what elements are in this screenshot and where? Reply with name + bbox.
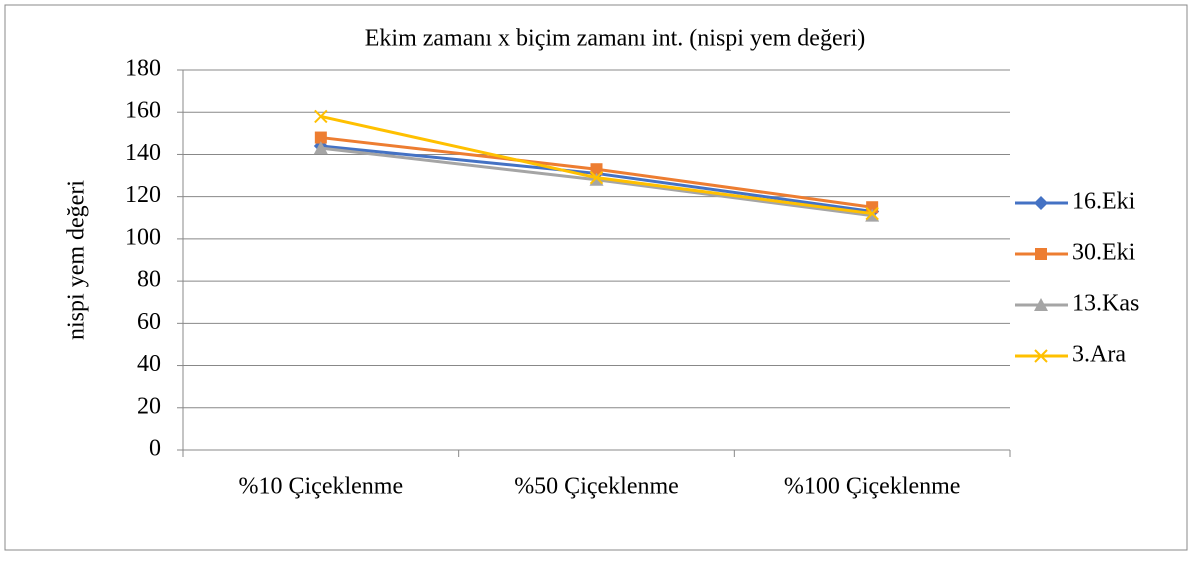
y-tick-label: 120: [125, 182, 161, 208]
legend-marker: [1034, 298, 1048, 311]
legend-marker: [1035, 248, 1047, 260]
legend-label: 13.Kas: [1072, 291, 1139, 317]
x-tick-label: %10 Çiçeklenme: [239, 474, 404, 500]
marker: [590, 163, 603, 176]
x-tick-label: %100 Çiçeklenme: [784, 474, 961, 500]
legend-label: 16.Eki: [1072, 189, 1136, 215]
marker: [589, 170, 604, 185]
marker: [865, 206, 879, 221]
chart-title: Ekim zamanı x biçim zamanı int. (nispi y…: [365, 26, 866, 52]
y-tick-label: 160: [125, 98, 161, 124]
y-tick-label: 0: [149, 436, 161, 462]
y-tick-label: 80: [137, 267, 161, 293]
y-tick-label: 20: [137, 393, 161, 419]
y-tick-label: 180: [125, 56, 161, 82]
marker: [314, 131, 327, 144]
legend-marker: [1034, 196, 1048, 210]
legend-label: 3.Ara: [1072, 342, 1126, 368]
legend-label: 30.Eki: [1072, 240, 1136, 266]
y-tick-label: 100: [125, 224, 161, 250]
y-tick-label: 140: [125, 140, 161, 166]
y-tick-label: 60: [137, 309, 161, 335]
y-axis-label: nispi yem değeri: [64, 180, 90, 340]
marker: [314, 109, 328, 124]
x-tick-label: %50 Çiçeklenme: [514, 474, 679, 500]
marker: [313, 141, 328, 155]
chart-border: [4, 4, 1188, 551]
y-tick-label: 40: [137, 351, 161, 377]
legend-marker: [1034, 349, 1048, 363]
